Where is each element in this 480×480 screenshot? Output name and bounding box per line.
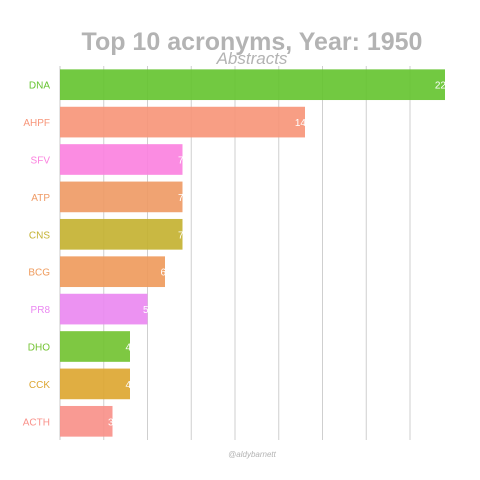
bar-cns (60, 218, 183, 250)
value-label-dna: 22 (435, 81, 447, 92)
bar-pr8 (60, 293, 148, 325)
chart-subtitle: Abstracts (216, 49, 288, 68)
value-label-sfv: 7 (178, 156, 184, 167)
bars: 22 14 7 7 7 6 5 4 4 3 (60, 69, 447, 437)
category-label-cck: CCK (29, 380, 50, 391)
bar-dna (60, 69, 445, 101)
bar-ahpf (60, 106, 305, 138)
category-label-sfv: SFV (31, 156, 51, 167)
value-label-ahpf: 14 (295, 118, 307, 129)
bar-sfv (60, 144, 183, 175)
bar-cck (60, 368, 130, 400)
category-label-dho: DHO (28, 343, 50, 354)
category-label-bcg: BCG (28, 268, 50, 279)
category-labels: DNA AHPF SFV ATP CNS BCG PR8 DHO CCK ACTH (23, 81, 51, 429)
category-label-dna: DNA (29, 81, 50, 92)
value-label-bcg: 6 (160, 268, 166, 279)
category-label-atp: ATP (31, 193, 50, 204)
bar-acth (60, 405, 113, 437)
value-label-cck: 4 (125, 380, 131, 391)
chart-title: Top 10 acronyms, Year: 1950 (82, 28, 423, 56)
value-label-acth: 3 (108, 417, 114, 428)
category-label-ahpf: AHPF (23, 118, 50, 129)
value-label-cns: 7 (178, 230, 184, 241)
category-label-pr8: PR8 (31, 305, 51, 316)
bar-atp (60, 181, 183, 213)
category-label-cns: CNS (29, 230, 50, 241)
bar-dho (60, 331, 130, 362)
category-label-acth: ACTH (23, 417, 50, 428)
bar-bcg (60, 256, 165, 288)
value-label-atp: 7 (178, 193, 184, 204)
value-label-pr8: 5 (143, 305, 149, 316)
value-label-dho: 4 (125, 343, 131, 354)
chart-caption: @aldybarnett (228, 450, 276, 459)
